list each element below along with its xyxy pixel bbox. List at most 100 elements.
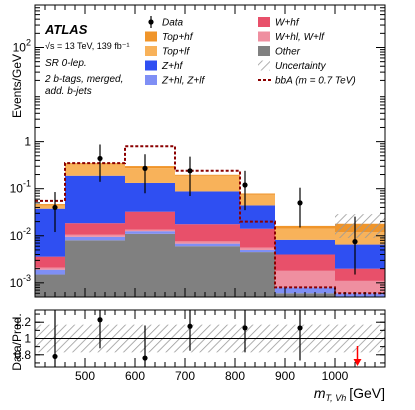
stack-bar-w-hf: [125, 211, 175, 230]
legend-swatch-w-hl-w-lf: [258, 31, 270, 42]
legend-swatch-z-hl-z-lf: [145, 75, 157, 85]
y-tick-label: 10-2: [10, 226, 31, 243]
legend-label-z-hf: Z+hf: [161, 61, 184, 72]
legend-label-w-hl-w-lf: W+hl, W+lf: [275, 32, 325, 43]
stack-bar-top-hf: [125, 166, 175, 169]
ratio-y-axis-label: Data/Pred.: [10, 313, 24, 370]
x-tick-label: 700: [175, 369, 195, 383]
legend-label-uncertainty: Uncertainty: [275, 61, 327, 72]
stack-bar-z-hl-z-lf: [175, 243, 240, 247]
legend-label-z-hl-z-lf: Z+hl, Z+lf: [161, 76, 205, 87]
data-points: [52, 144, 358, 275]
stack-bar-top-hf: [35, 204, 65, 206]
stack-bar-w-hf: [175, 224, 240, 242]
stack-bar-w-hl-w-lf: [175, 241, 240, 244]
y-tick-label-exp: -2: [23, 226, 31, 236]
ratio-axes: 500 600 700 800 900 1000 0.8 1 1.2: [14, 310, 386, 383]
data-point: [352, 239, 358, 245]
legend: Data W+hf Top+hf W+hl, W+lf Top+lf Other Z+hf U…: [145, 16, 356, 87]
stacked-backgrounds: [35, 163, 385, 297]
y-tick-label: 10-1: [10, 179, 31, 196]
stack-bar-z-hl-z-lf: [125, 231, 175, 234]
data-point: [242, 182, 248, 188]
stack-bar-z-hl-z-lf: [335, 293, 385, 297]
legend-label-top-lf: Top+lf: [162, 47, 190, 58]
energy-label: √s = 13 TeV, 139 fb⁻¹: [45, 41, 130, 51]
stack-bar-z-hl-z-lf: [275, 287, 335, 294]
legend-label-top-hf: Top+hf: [162, 32, 194, 43]
ratio-point: [187, 323, 193, 329]
y-tick-label: 10-3: [10, 273, 31, 290]
stack-bar-top-lf: [35, 205, 65, 209]
ratio-y-tick-label: 0.8: [14, 348, 31, 362]
stack-bar-z-hl-z-lf: [65, 236, 125, 241]
legend-label-other: Other: [275, 47, 301, 58]
data-point: [297, 200, 303, 206]
region-label: SR 0-lep.: [45, 58, 87, 69]
stack-bar-top-lf: [275, 228, 335, 240]
ratio-point: [142, 355, 148, 361]
ratio-point: [242, 325, 248, 331]
stack-bar-w-hf: [240, 228, 275, 248]
y-tick-label-base: 10: [10, 229, 24, 243]
legend-label-data: Data: [162, 18, 184, 29]
stack-bar-w-hl-w-lf: [240, 247, 275, 250]
ratio-y-tick-label: 1.2: [14, 315, 31, 329]
stack-bar-other: [35, 274, 65, 297]
main-y-axis-label: Events/GeV: [10, 54, 24, 118]
legend-swatch-z-hf: [145, 60, 157, 71]
ratio-point: [52, 353, 58, 360]
stack-bar-other: [125, 233, 175, 297]
y-tick-label-base: 10: [13, 41, 27, 55]
off-scale-arrow-head: [353, 359, 362, 366]
legend-swatch-top-lf: [145, 46, 157, 56]
signal-line: [35, 145, 385, 295]
ratio-point: [297, 325, 303, 331]
main-plot-frame: [34, 4, 386, 298]
stack-bar-z-hf: [335, 244, 385, 269]
stack-bar-w-hl-w-lf: [35, 267, 65, 270]
x-tick-label: 600: [125, 369, 145, 383]
y-tick-label-base: 1: [24, 135, 31, 149]
ratio-y-tick-label: 1: [24, 332, 31, 346]
legend-label-w-hf: W+hf: [275, 18, 300, 29]
legend-swatch-top-hf: [145, 31, 157, 42]
y-tick-label-exp: -3: [23, 273, 31, 283]
stack-bar-z-hf: [240, 205, 275, 229]
stack-bar-z-hf: [65, 175, 125, 224]
stack-bar-top-lf: [240, 194, 275, 206]
stack-bar-w-hf: [275, 254, 335, 271]
bjets-label: add. b-jets: [45, 86, 92, 97]
data-point: [97, 155, 103, 162]
stack-bar-top-lf: [65, 164, 125, 176]
stack-bar-other: [240, 252, 275, 297]
legend-swatch-w-hf: [258, 17, 270, 27]
stack-bar-other: [175, 246, 240, 297]
stack-bar-w-hf: [65, 223, 125, 235]
data-point: [142, 165, 148, 171]
ratio-panel: 500 600 700 800 900 1000 0.8 1 1.2: [14, 309, 386, 383]
stack-bar-w-hf: [35, 256, 65, 268]
stack-bar-top-hf: [275, 225, 335, 229]
x-tick-label: 1000: [322, 369, 349, 383]
x-axis-label-unit: [GeV]: [349, 385, 385, 401]
ratio-points: [52, 310, 362, 367]
stack-bar-other: [65, 240, 125, 297]
x-tick-label: 500: [75, 369, 95, 383]
experiment-label: ATLAS: [44, 22, 88, 37]
x-axis-label: mT, Vh [GeV]: [314, 385, 385, 403]
stack-bar-w-hl-w-lf: [335, 280, 385, 294]
stack-bar-w-hl-w-lf: [275, 270, 335, 288]
y-tick-label-base: 10: [10, 276, 24, 290]
tag-label: 2 b-tags, merged,: [44, 74, 123, 85]
stack-bar-z-hf: [125, 182, 175, 212]
x-tick-label: 900: [275, 369, 295, 383]
x-axis-label-var: m: [314, 385, 326, 401]
y-tick-label: 102: [13, 38, 31, 55]
stack-bar-w-hl-w-lf: [65, 234, 125, 237]
stack-bar-z-hf: [35, 208, 65, 257]
stack-bar-z-hl-z-lf: [240, 249, 275, 253]
